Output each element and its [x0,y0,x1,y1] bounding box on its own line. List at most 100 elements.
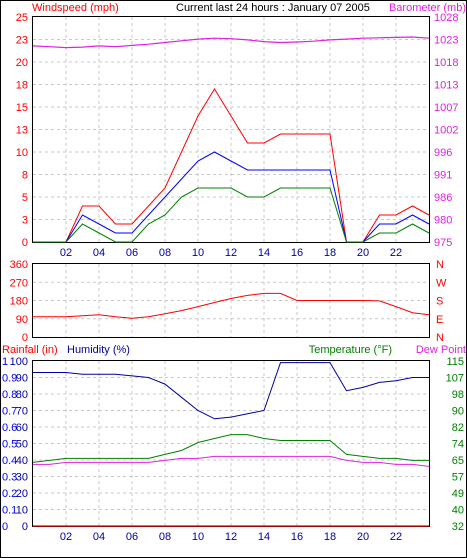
x-tick-label: 08 [159,247,171,259]
windspeed-tick-label: 5 [22,192,28,204]
barometer-tick-label: 996 [434,147,452,159]
rainfall-tick-label: 0.7 [2,406,17,418]
direction-panel-frame [32,263,430,338]
rainfall-axis-label: Rainfall (in) [2,344,58,356]
barometer-tick-label: 1018 [434,57,458,69]
x-tick-label: 10 [192,247,204,259]
direction-tick-label: 270 [10,277,28,289]
barometer-tick-label: 1023 [434,35,458,47]
x-tick-label: 18 [324,247,336,259]
humidity-tick-label: 40 [16,455,28,467]
rainfall-tick-label: 0.2 [2,488,17,500]
x-tick-label: 04 [93,531,105,543]
x-tick-label: 12 [225,531,237,543]
barometer-tick-label: 1028 [434,12,458,24]
windspeed-axis-label: Windspeed (mph) [32,2,119,14]
temperature-line [32,434,429,463]
windspeed-tick-label: 10 [16,147,28,159]
temperature-axis-label: Temperature (°F) [309,344,392,356]
rainfall-tick-label: 0.3 [2,472,17,484]
x-tick-label: 20 [357,247,369,259]
barometer-tick-label: 980 [434,215,452,227]
temperature-tick-label: 32 [452,521,464,533]
humidity-tick-label: 70 [16,406,28,418]
barometer-line [32,36,430,49]
humidity-axis-label: Humidity (%) [67,344,130,356]
x-tick-label: 14 [258,247,270,259]
dewpoint-line [33,455,430,467]
barometer-axis-label: Barometer (mb) [389,2,466,14]
dewpoint-axis-label: Dew Point [416,344,466,356]
temperature-tick-label: 40 [452,505,464,517]
temperature-panel-series [32,362,430,527]
chart-title: Current last 24 hours : January 07 2005 [176,2,370,14]
windspeed-tick-label: 0 [22,237,28,249]
compass-tick-label: W [436,277,447,289]
compass-tick-label: E [436,314,443,326]
x-tick-label: 02 [60,531,72,543]
rainfall-tick-label: 0.9 [2,373,17,385]
windspeed-line-green [33,187,430,243]
x-tick-label: 12 [225,247,237,259]
humidity-tick-label: 0 [22,521,28,533]
barometer-tick-label: 1007 [434,102,458,114]
humidity-tick-label: 60 [16,422,28,434]
x-tick-label: 20 [357,531,369,543]
barometer-tick-label: 991 [434,170,452,182]
humidity-tick-label: 100 [10,356,28,368]
x-tick-label: 18 [324,531,336,543]
rainfall-tick-label: 0 [2,521,8,533]
humidity-tick-label: 10 [16,505,28,517]
rainfall-tick-label: 0.5 [2,439,17,451]
x-tick-label: 16 [291,247,303,259]
rainfall-tick-label: 0.8 [2,389,17,401]
x-tick-label: 10 [192,531,204,543]
x-tick-label: 04 [93,247,105,259]
temperature-tick-label: 98 [452,389,464,401]
windspeed-tick-label: 15 [16,102,28,114]
temperature-tick-label: 90 [452,406,464,418]
barometer-tick-label: 975 [434,237,452,249]
rainfall-tick-label: 0.4 [2,455,17,467]
temperature-tick-label: 74 [452,439,464,451]
direction-line [33,292,430,319]
x-tick-label: 22 [390,531,402,543]
windspeed-series [33,88,430,243]
wind-panel-frame [32,16,430,243]
humidity-line [33,362,429,420]
rainfall-tick-label: 0.1 [2,505,17,517]
humidity-tick-label: 50 [16,439,28,451]
windspeed-tick-label: 20 [16,57,28,69]
x-tick-label: 02 [60,247,72,259]
barometer-series [32,36,430,49]
windspeed-tick-label: 13 [16,125,28,137]
temperature-tick-label: 82 [452,422,464,434]
windspeed-tick-label: 8 [22,170,28,182]
barometer-tick-label: 1002 [434,125,458,137]
x-tick-label: 16 [291,531,303,543]
humidity-tick-label: 30 [16,472,28,484]
temperature-tick-label: 107 [446,373,464,385]
humidity-tick-label: 80 [16,389,28,401]
windspeed-tick-label: 25 [16,12,28,24]
x-tick-label: 14 [258,531,270,543]
compass-tick-label: N [436,332,444,344]
compass-tick-label: S [436,296,443,308]
compass-tick-label: N [436,259,444,271]
wind-direction-series [33,292,430,319]
temperature-tick-label: 115 [446,356,464,368]
windspeed-tick-label: 23 [16,35,28,47]
windspeed-tick-label: 3 [22,215,28,227]
temperature-tick-label: 57 [452,472,464,484]
rainfall-tick-label: 0.6 [2,422,17,434]
temperature-tick-label: 49 [452,488,464,500]
humidity-tick-label: 90 [16,373,28,385]
direction-tick-label: 0 [22,332,28,344]
direction-tick-label: 90 [16,314,28,326]
temperature-tick-label: 65 [452,455,464,467]
x-tick-label: 22 [390,247,402,259]
windspeed-tick-label: 18 [16,80,28,92]
humidity-tick-label: 20 [16,488,28,500]
